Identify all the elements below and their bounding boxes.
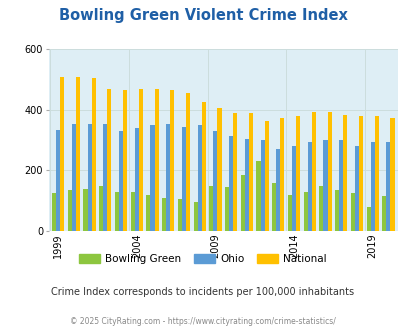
Bar xyxy=(256,161,260,231)
Bar xyxy=(291,146,295,231)
Bar xyxy=(334,190,339,231)
Bar xyxy=(170,90,174,231)
Bar xyxy=(343,115,347,231)
Bar xyxy=(87,124,92,231)
Bar xyxy=(201,102,205,231)
Text: Bowling Green Violent Crime Index: Bowling Green Violent Crime Index xyxy=(58,8,347,23)
Bar xyxy=(240,175,244,231)
Bar xyxy=(56,130,60,231)
Bar xyxy=(146,195,150,231)
Bar xyxy=(260,140,264,231)
Bar xyxy=(244,139,248,231)
Bar xyxy=(76,77,80,231)
Bar xyxy=(327,112,331,231)
Bar xyxy=(366,207,370,231)
Bar xyxy=(177,199,181,231)
Bar xyxy=(323,140,327,231)
Bar xyxy=(123,90,127,231)
Bar xyxy=(350,193,354,231)
Bar xyxy=(354,146,358,231)
Bar xyxy=(185,93,190,231)
Bar xyxy=(92,78,96,231)
Bar xyxy=(130,192,134,231)
Bar xyxy=(217,109,221,231)
Bar xyxy=(374,116,378,231)
Bar xyxy=(119,131,123,231)
Bar xyxy=(150,125,154,231)
Bar xyxy=(83,189,87,231)
Bar xyxy=(107,89,111,231)
Bar xyxy=(154,89,158,231)
Bar xyxy=(209,186,213,231)
Bar xyxy=(386,142,390,231)
Bar xyxy=(228,136,232,231)
Bar xyxy=(162,198,166,231)
Bar xyxy=(307,142,311,231)
Bar xyxy=(276,149,280,231)
Bar xyxy=(52,193,56,231)
Bar xyxy=(134,128,139,231)
Bar xyxy=(232,113,237,231)
Text: Crime Index corresponds to incidents per 100,000 inhabitants: Crime Index corresponds to incidents per… xyxy=(51,287,354,297)
Bar xyxy=(248,113,252,231)
Bar xyxy=(181,127,185,231)
Bar xyxy=(358,116,362,231)
Bar xyxy=(390,117,394,231)
Bar xyxy=(166,124,170,231)
Bar xyxy=(382,196,386,231)
Bar xyxy=(139,89,143,231)
Bar xyxy=(303,192,307,231)
Bar xyxy=(60,77,64,231)
Bar xyxy=(339,140,343,231)
Bar xyxy=(224,187,228,231)
Text: © 2025 CityRating.com - https://www.cityrating.com/crime-statistics/: © 2025 CityRating.com - https://www.city… xyxy=(70,317,335,326)
Bar xyxy=(319,185,323,231)
Bar xyxy=(213,131,217,231)
Bar xyxy=(197,125,201,231)
Bar xyxy=(280,117,284,231)
Bar xyxy=(370,142,374,231)
Bar xyxy=(287,195,291,231)
Bar xyxy=(115,192,119,231)
Bar xyxy=(295,116,299,231)
Bar xyxy=(264,120,268,231)
Legend: Bowling Green, Ohio, National: Bowling Green, Ohio, National xyxy=(75,249,330,268)
Bar xyxy=(72,124,76,231)
Bar xyxy=(103,124,107,231)
Bar xyxy=(271,182,276,231)
Bar xyxy=(193,202,197,231)
Bar xyxy=(311,112,315,231)
Bar xyxy=(99,185,103,231)
Bar xyxy=(68,190,72,231)
